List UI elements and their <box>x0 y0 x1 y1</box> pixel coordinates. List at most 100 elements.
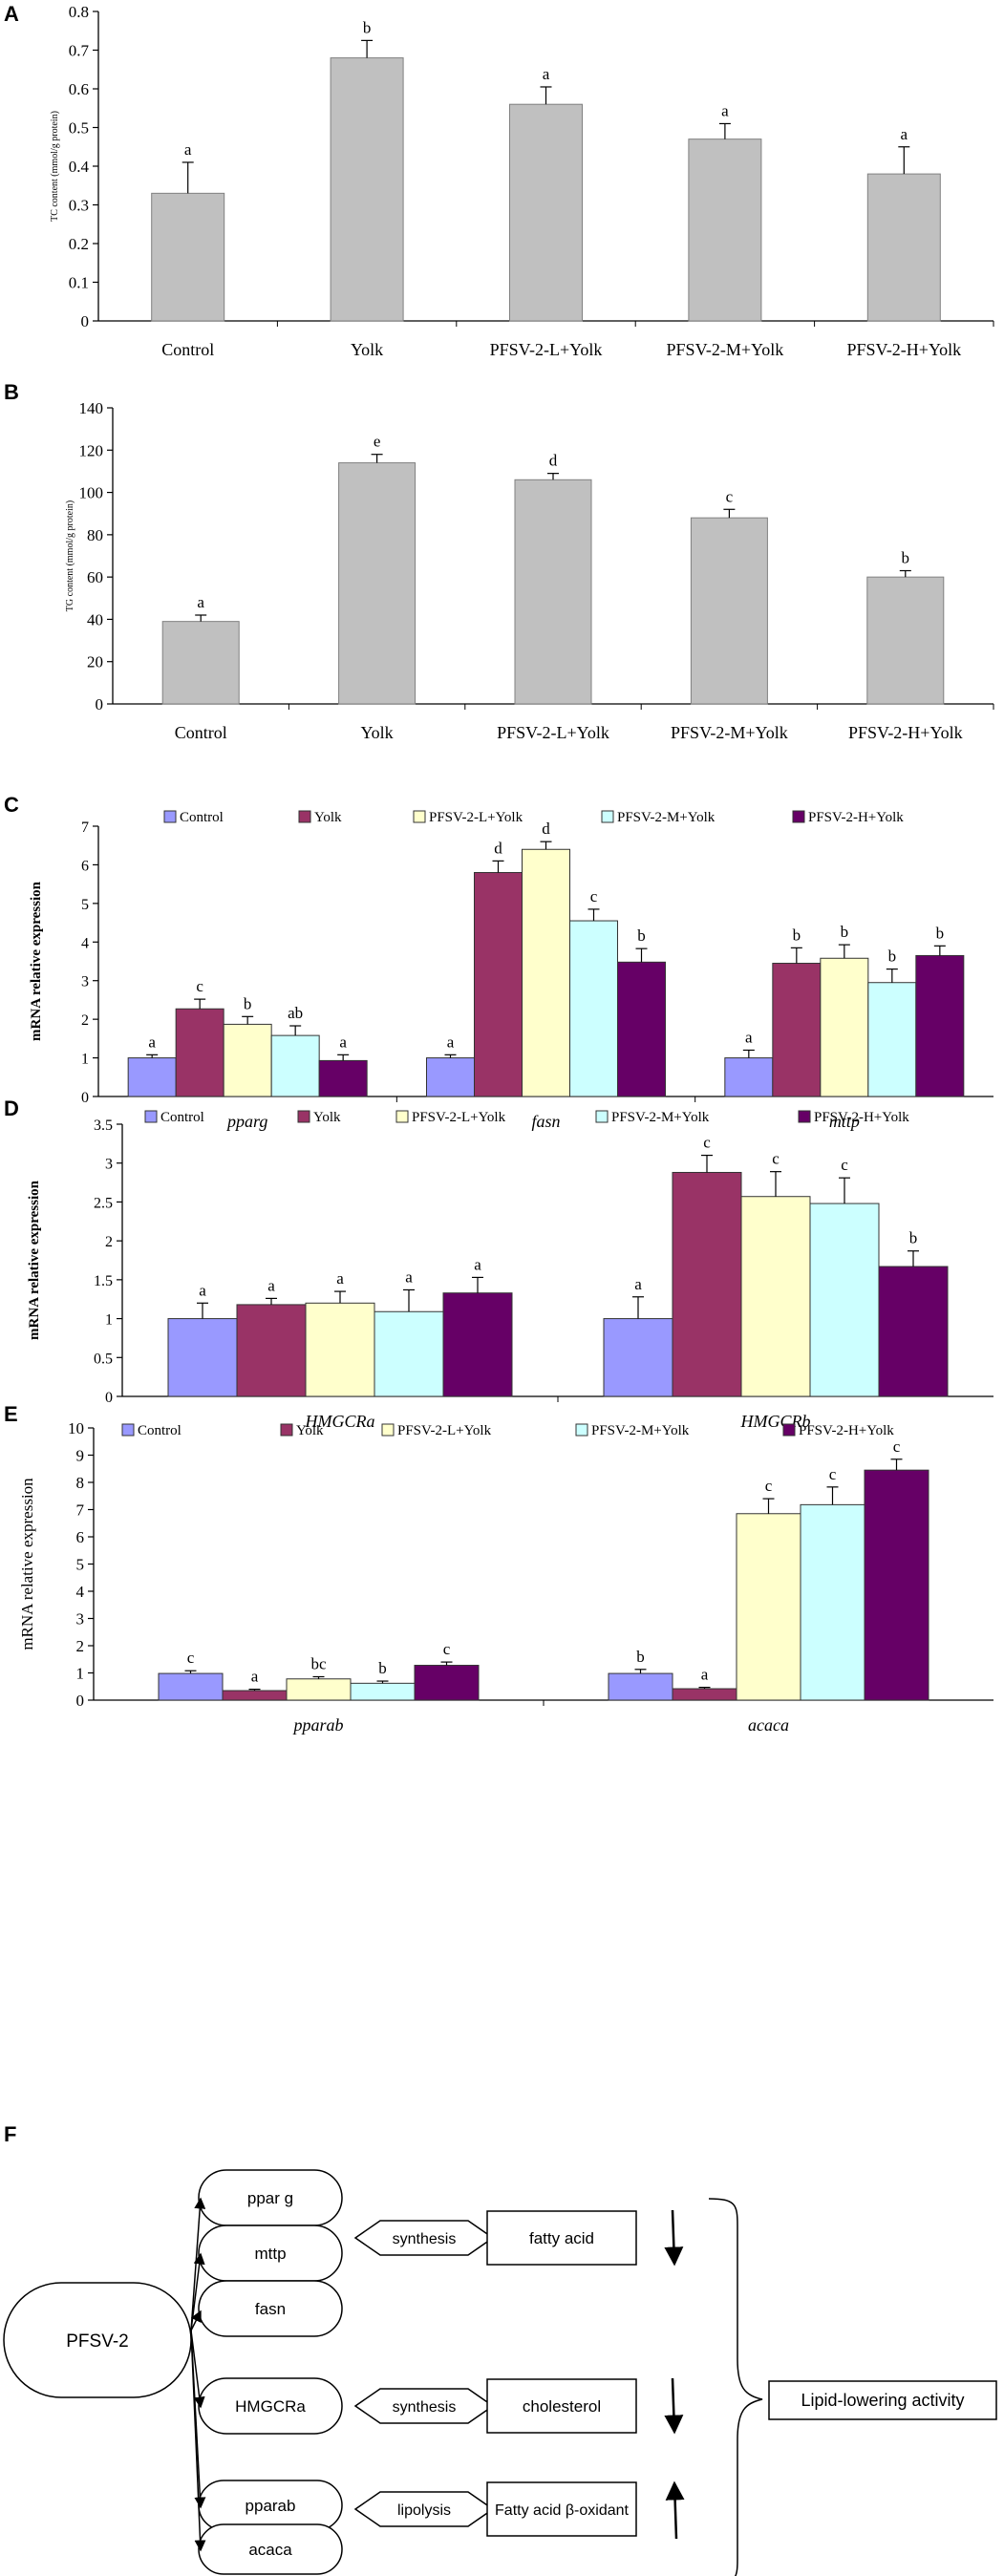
significance-label: d <box>549 452 558 470</box>
bar <box>509 103 583 322</box>
y-tick-label: 4 <box>76 1583 85 1601</box>
y-tick-label: 120 <box>79 441 104 459</box>
x-tick-label: PFSV-2-H+Yolk <box>846 340 961 359</box>
y-tick-label: 0 <box>96 695 104 713</box>
significance-label: b <box>902 549 910 567</box>
bar <box>161 621 240 705</box>
significance-label: b <box>936 924 945 942</box>
bar <box>866 576 945 705</box>
significance-label: c <box>443 1640 451 1658</box>
y-tick-label: 8 <box>76 1474 85 1492</box>
gene-label-acaca: acaca <box>248 2541 292 2559</box>
y-tick-label: 4 <box>81 935 89 951</box>
significance-label: a <box>199 1281 206 1299</box>
y-axis-label: mRNA relative expression <box>18 1478 36 1650</box>
process-label-synthesis-chol: synthesis <box>393 2399 457 2416</box>
bar-control <box>724 1057 774 1097</box>
bar-yolk <box>772 963 822 1097</box>
bar-pfsv-2-m-yolk <box>867 982 917 1097</box>
significance-label: d <box>494 839 502 857</box>
y-tick-label: 0 <box>105 1390 113 1406</box>
legend-swatch <box>575 1423 588 1437</box>
diagram-f-mechanism: PFSV-2 ppar g mttp fasn HMGCRa pparab ac… <box>3 2169 997 2576</box>
significance-label: b <box>841 923 849 941</box>
significance-label: c <box>187 1649 195 1667</box>
x-tick-label: acaca <box>748 1715 789 1735</box>
bar-yolk <box>222 1690 288 1701</box>
significance-label: a <box>543 65 550 83</box>
y-tick-label: 0 <box>81 1090 89 1106</box>
significance-label: b <box>363 18 372 36</box>
y-tick-label: 0 <box>81 312 90 330</box>
significance-label: a <box>197 593 204 611</box>
y-tick-label: 2.5 <box>94 1195 113 1211</box>
y-tick-label: 1 <box>105 1312 113 1329</box>
significance-label: c <box>893 1437 901 1456</box>
y-tick-label: 3 <box>76 1610 85 1629</box>
significance-label: a <box>447 1033 455 1051</box>
x-tick-label: pparab <box>291 1715 343 1735</box>
legend-swatch <box>601 810 614 823</box>
bar-pfsv-2-l-yolk <box>522 848 570 1097</box>
y-tick-label: 1.5 <box>94 1273 113 1289</box>
significance-label: a <box>634 1275 642 1293</box>
panel-letter-e: E <box>4 1402 18 1426</box>
significance-label: b <box>909 1229 918 1247</box>
y-tick-label: 0.1 <box>69 274 89 292</box>
legend-label: PFSV-2-L+Yolk <box>397 1423 492 1438</box>
x-tick-label: Control <box>161 340 214 359</box>
legend-label: Control <box>138 1423 182 1438</box>
significance-label: a <box>701 1666 709 1684</box>
legend-label: Control <box>180 810 224 825</box>
legend-swatch <box>121 1423 135 1437</box>
panel-letter-d: D <box>4 1096 19 1120</box>
x-tick-label: Control <box>175 723 227 742</box>
y-axis-label: TC content (mmol/g protein) <box>50 111 60 222</box>
significance-label: bc <box>310 1654 327 1672</box>
y-tick-label: 6 <box>81 858 89 874</box>
y-tick-label: 100 <box>79 484 104 502</box>
legend-swatch <box>298 810 311 823</box>
y-tick-label: 7 <box>81 820 89 836</box>
gene-node-fasn <box>198 2280 343 2337</box>
chart-b-tg-content: 0 20 40 60 80 100 120 140 TG content (mmol/g pro… <box>65 399 994 742</box>
process-label-lipolysis: lipolysis <box>397 2502 451 2519</box>
x-tick-label: fasn <box>531 1112 560 1131</box>
bar-pfsv-2-h-yolk <box>878 1266 949 1397</box>
legend-label: PFSV-2-H+Yolk <box>808 810 904 825</box>
significance-label: a <box>745 1028 753 1046</box>
x-tick-label: Yolk <box>360 723 393 742</box>
gene-arrows <box>190 2197 206 2552</box>
significance-label: d <box>542 820 550 838</box>
bar <box>151 192 225 322</box>
y-tick-label: 0.5 <box>94 1351 113 1367</box>
panel-letter-a: A <box>4 2 19 26</box>
significance-label: c <box>772 1150 780 1168</box>
x-tick-label: pparg <box>225 1112 267 1131</box>
y-axis-label: mRNA relative expression <box>27 1180 42 1340</box>
chart-a-tc-content: 0 0.1 0.2 0.3 0.4 0.5 0.6 0.7 0.8 TC content (mmo… <box>50 3 994 359</box>
y-tick-label: 5 <box>81 897 89 913</box>
y-tick-label: 0.6 <box>69 80 89 98</box>
significance-label: c <box>726 487 734 505</box>
significance-label: c <box>703 1134 711 1152</box>
y-tick-label: 80 <box>87 526 103 544</box>
y-tick-label: 40 <box>87 610 103 628</box>
summary-brace <box>708 2198 763 2576</box>
y-tick-label: 0 <box>76 1692 85 1710</box>
bar <box>866 173 941 322</box>
bar <box>330 57 404 322</box>
legend-label: PFSV-2-L+Yolk <box>429 810 523 825</box>
y-tick-label: 0.5 <box>69 119 89 138</box>
significance-label: a <box>251 1668 259 1686</box>
legend-label: PFSV-2-M+Yolk <box>591 1423 690 1438</box>
bar-pfsv-2-m-yolk <box>809 1203 880 1397</box>
gene-label-pparab: pparab <box>246 2497 296 2515</box>
significance-label: c <box>196 977 203 995</box>
y-tick-label: 0.2 <box>69 235 89 253</box>
bar-pfsv-2-l-yolk <box>736 1513 801 1701</box>
y-tick-label: 0.3 <box>69 197 89 215</box>
significance-label: a <box>267 1276 275 1294</box>
legend-label: PFSV-2-H+Yolk <box>799 1423 894 1438</box>
